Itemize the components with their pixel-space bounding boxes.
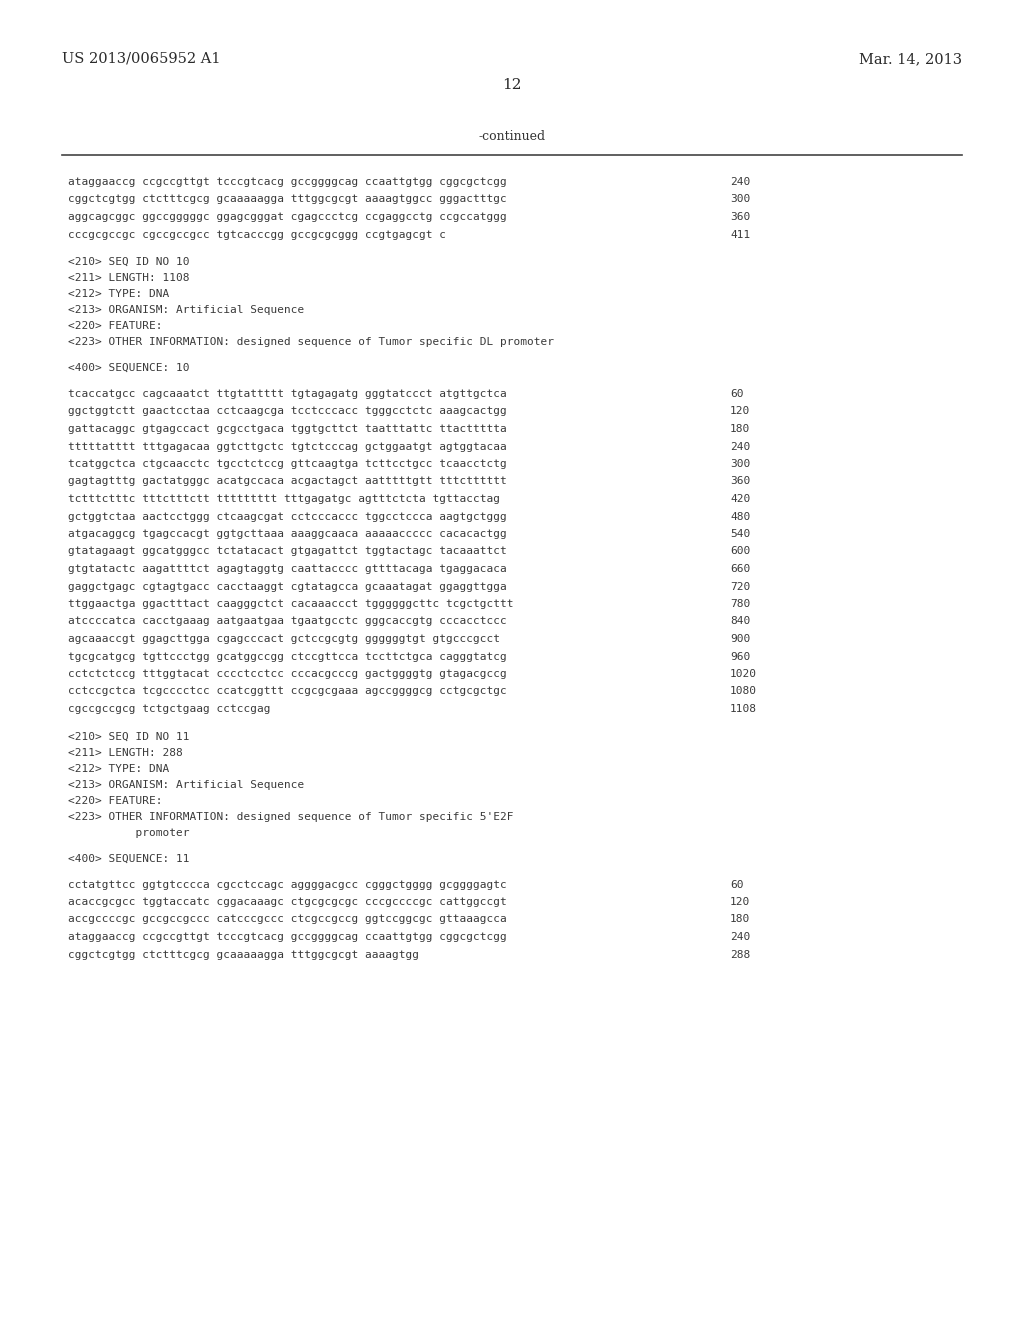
Text: 360: 360 bbox=[730, 477, 751, 487]
Text: <211> LENGTH: 1108: <211> LENGTH: 1108 bbox=[68, 273, 189, 282]
Text: 60: 60 bbox=[730, 879, 743, 890]
Text: 540: 540 bbox=[730, 529, 751, 539]
Text: cctccgctca tcgcccctcc ccatcggttt ccgcgcgaaa agccggggcg cctgcgctgc: cctccgctca tcgcccctcc ccatcggttt ccgcgcg… bbox=[68, 686, 507, 697]
Text: gtgtatactc aagattttct agagtaggtg caattacccc gttttacaga tgaggacaca: gtgtatactc aagattttct agagtaggtg caattac… bbox=[68, 564, 507, 574]
Text: cggctcgtgg ctctttcgcg gcaaaaagga tttggcgcgt aaaagtgg: cggctcgtgg ctctttcgcg gcaaaaagga tttggcg… bbox=[68, 949, 419, 960]
Text: accgccccgc gccgccgccc catcccgccc ctcgccgccg ggtccggcgc gttaaagcca: accgccccgc gccgccgccc catcccgccc ctcgccg… bbox=[68, 915, 507, 924]
Text: 60: 60 bbox=[730, 389, 743, 399]
Text: atccccatca cacctgaaag aatgaatgaa tgaatgcctc gggcaccgtg cccacctccc: atccccatca cacctgaaag aatgaatgaa tgaatgc… bbox=[68, 616, 507, 627]
Text: <213> ORGANISM: Artificial Sequence: <213> ORGANISM: Artificial Sequence bbox=[68, 305, 304, 315]
Text: <211> LENGTH: 288: <211> LENGTH: 288 bbox=[68, 747, 182, 758]
Text: 240: 240 bbox=[730, 932, 751, 942]
Text: 360: 360 bbox=[730, 213, 751, 222]
Text: 240: 240 bbox=[730, 441, 751, 451]
Text: <210> SEQ ID NO 10: <210> SEQ ID NO 10 bbox=[68, 257, 189, 267]
Text: 1080: 1080 bbox=[730, 686, 757, 697]
Text: <220> FEATURE:: <220> FEATURE: bbox=[68, 321, 163, 331]
Text: <220> FEATURE:: <220> FEATURE: bbox=[68, 796, 163, 805]
Text: <223> OTHER INFORMATION: designed sequence of Tumor specific 5'E2F: <223> OTHER INFORMATION: designed sequen… bbox=[68, 812, 513, 821]
Text: cggctcgtgg ctctttcgcg gcaaaaagga tttggcgcgt aaaagtggcc gggactttgc: cggctcgtgg ctctttcgcg gcaaaaagga tttggcg… bbox=[68, 194, 507, 205]
Text: <223> OTHER INFORMATION: designed sequence of Tumor specific DL promoter: <223> OTHER INFORMATION: designed sequen… bbox=[68, 337, 554, 347]
Text: ttggaactga ggactttact caagggctct cacaaaccct tggggggcttc tcgctgcttt: ttggaactga ggactttact caagggctct cacaaac… bbox=[68, 599, 513, 609]
Text: tcatggctca ctgcaacctc tgcctctccg gttcaagtga tcttcctgcc tcaacctctg: tcatggctca ctgcaacctc tgcctctccg gttcaag… bbox=[68, 459, 507, 469]
Text: 300: 300 bbox=[730, 459, 751, 469]
Text: 12: 12 bbox=[502, 78, 522, 92]
Text: acaccgcgcc tggtaccatc cggacaaagc ctgcgcgcgc cccgccccgc cattggccgt: acaccgcgcc tggtaccatc cggacaaagc ctgcgcg… bbox=[68, 898, 507, 907]
Text: cctatgttcc ggtgtcccca cgcctccagc aggggacgcc cgggctgggg gcggggagtc: cctatgttcc ggtgtcccca cgcctccagc aggggac… bbox=[68, 879, 507, 890]
Text: 411: 411 bbox=[730, 230, 751, 239]
Text: <212> TYPE: DNA: <212> TYPE: DNA bbox=[68, 289, 169, 300]
Text: cccgcgccgc cgccgccgcc tgtcacccgg gccgcgcggg ccgtgagcgt c: cccgcgccgc cgccgccgcc tgtcacccgg gccgcgc… bbox=[68, 230, 446, 239]
Text: 180: 180 bbox=[730, 915, 751, 924]
Text: 600: 600 bbox=[730, 546, 751, 557]
Text: 300: 300 bbox=[730, 194, 751, 205]
Text: promoter: promoter bbox=[68, 828, 189, 837]
Text: gtatagaagt ggcatgggcc tctatacact gtgagattct tggtactagc tacaaattct: gtatagaagt ggcatgggcc tctatacact gtgagat… bbox=[68, 546, 507, 557]
Text: -continued: -continued bbox=[478, 129, 546, 143]
Text: <210> SEQ ID NO 11: <210> SEQ ID NO 11 bbox=[68, 731, 189, 742]
Text: ataggaaccg ccgccgttgt tcccgtcacg gccggggcag ccaattgtgg cggcgctcgg: ataggaaccg ccgccgttgt tcccgtcacg gccgggg… bbox=[68, 932, 507, 942]
Text: 660: 660 bbox=[730, 564, 751, 574]
Text: atgacaggcg tgagccacgt ggtgcttaaa aaaggcaaca aaaaaccccc cacacactgg: atgacaggcg tgagccacgt ggtgcttaaa aaaggca… bbox=[68, 529, 507, 539]
Text: 1020: 1020 bbox=[730, 669, 757, 678]
Text: gagtagtttg gactatgggc acatgccaca acgactagct aatttttgtt tttctttttt: gagtagtttg gactatgggc acatgccaca acgacta… bbox=[68, 477, 507, 487]
Text: gctggtctaa aactcctggg ctcaagcgat cctcccaccc tggcctccca aagtgctggg: gctggtctaa aactcctggg ctcaagcgat cctccca… bbox=[68, 511, 507, 521]
Text: 900: 900 bbox=[730, 634, 751, 644]
Text: tctttctttc tttctttctt ttttttttt tttgagatgc agtttctcta tgttacctag: tctttctttc tttctttctt ttttttttt tttgagat… bbox=[68, 494, 500, 504]
Text: 480: 480 bbox=[730, 511, 751, 521]
Text: cgccgccgcg tctgctgaag cctccgag: cgccgccgcg tctgctgaag cctccgag bbox=[68, 704, 270, 714]
Text: <213> ORGANISM: Artificial Sequence: <213> ORGANISM: Artificial Sequence bbox=[68, 780, 304, 789]
Text: 288: 288 bbox=[730, 949, 751, 960]
Text: tttttatttt tttgagacaa ggtcttgctc tgtctcccag gctggaatgt agtggtacaa: tttttatttt tttgagacaa ggtcttgctc tgtctcc… bbox=[68, 441, 507, 451]
Text: 180: 180 bbox=[730, 424, 751, 434]
Text: Mar. 14, 2013: Mar. 14, 2013 bbox=[859, 51, 962, 66]
Text: 720: 720 bbox=[730, 582, 751, 591]
Text: 840: 840 bbox=[730, 616, 751, 627]
Text: ggctggtctt gaactcctaa cctcaagcga tcctcccacc tgggcctctc aaagcactgg: ggctggtctt gaactcctaa cctcaagcga tcctccc… bbox=[68, 407, 507, 417]
Text: <400> SEQUENCE: 11: <400> SEQUENCE: 11 bbox=[68, 854, 189, 863]
Text: <400> SEQUENCE: 10: <400> SEQUENCE: 10 bbox=[68, 363, 189, 374]
Text: US 2013/0065952 A1: US 2013/0065952 A1 bbox=[62, 51, 220, 66]
Text: 420: 420 bbox=[730, 494, 751, 504]
Text: 120: 120 bbox=[730, 407, 751, 417]
Text: tgcgcatgcg tgttccctgg gcatggccgg ctccgttcca tccttctgca cagggtatcg: tgcgcatgcg tgttccctgg gcatggccgg ctccgtt… bbox=[68, 652, 507, 661]
Text: 960: 960 bbox=[730, 652, 751, 661]
Text: 240: 240 bbox=[730, 177, 751, 187]
Text: ataggaaccg ccgccgttgt tcccgtcacg gccggggcag ccaattgtgg cggcgctcgg: ataggaaccg ccgccgttgt tcccgtcacg gccgggg… bbox=[68, 177, 507, 187]
Text: 1108: 1108 bbox=[730, 704, 757, 714]
Text: cctctctccg tttggtacat cccctcctcc cccacgcccg gactggggtg gtagacgccg: cctctctccg tttggtacat cccctcctcc cccacgc… bbox=[68, 669, 507, 678]
Text: <212> TYPE: DNA: <212> TYPE: DNA bbox=[68, 763, 169, 774]
Text: 120: 120 bbox=[730, 898, 751, 907]
Text: 780: 780 bbox=[730, 599, 751, 609]
Text: agcaaaccgt ggagcttgga cgagcccact gctccgcgtg ggggggtgt gtgcccgcct: agcaaaccgt ggagcttgga cgagcccact gctccgc… bbox=[68, 634, 500, 644]
Text: gaggctgagc cgtagtgacc cacctaaggt cgtatagcca gcaaatagat ggaggttgga: gaggctgagc cgtagtgacc cacctaaggt cgtatag… bbox=[68, 582, 507, 591]
Text: gattacaggc gtgagccact gcgcctgaca tggtgcttct taatttattc ttacttttta: gattacaggc gtgagccact gcgcctgaca tggtgct… bbox=[68, 424, 507, 434]
Text: aggcagcggc ggccgggggc ggagcgggat cgagccctcg ccgaggcctg ccgccatggg: aggcagcggc ggccgggggc ggagcgggat cgagccc… bbox=[68, 213, 507, 222]
Text: tcaccatgcc cagcaaatct ttgtattttt tgtagagatg gggtatccct atgttgctca: tcaccatgcc cagcaaatct ttgtattttt tgtagag… bbox=[68, 389, 507, 399]
